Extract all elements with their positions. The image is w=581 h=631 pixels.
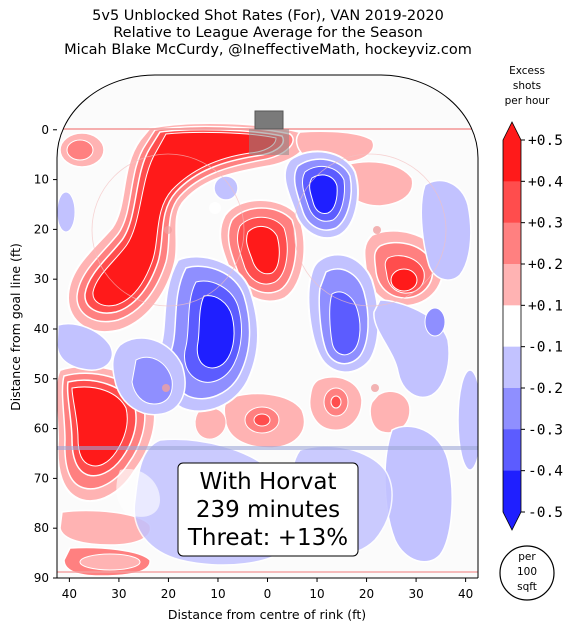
x-tick-label: 30 [408,587,423,601]
annotation-minutes: 239 minutes [196,497,340,523]
cold-zone-upper-right [284,150,359,240]
unit-badge-circle [499,545,555,601]
colorbar-band [503,140,521,182]
x-tick-label: 40 [458,587,473,601]
annotation-frame [177,462,359,557]
title-line-2: Relative to League Average for the Seaso… [113,25,423,41]
annotation-threat: Threat: +13% [187,525,348,551]
colorbar-labels: +0.5 +0.4 +0.3 +0.2 +0.1 -0.1 -0.2 -0.3 -0.4 -0.5 [521,133,563,521]
colorbar-label: -0.1 [528,340,563,356]
colorbar-bands [502,121,522,531]
y-tick-label: 30 [34,272,49,286]
goal-net [254,110,284,130]
y-axis-label: Distance from goal line (ft) [8,243,23,411]
colorbar-label: -0.2 [528,381,563,397]
x-tick-label: 0 [264,587,272,601]
colorbar-band [503,429,521,472]
colorbar-label: +0.5 [528,133,563,149]
annotation-box: With Horvat 239 minutes Threat: +13% [177,462,359,557]
y-tick-label: 70 [34,471,49,485]
y-tick-label: 80 [34,521,49,535]
colorbar-label: +0.2 [528,257,563,273]
cold-spot-upper [209,175,239,214]
x-tick-label: 10 [210,587,225,601]
title-line-3: Micah Blake McCurdy, @IneffectiveMath, h… [64,42,472,58]
y-tick-label: 60 [34,422,49,436]
chart-title: 5v5 Unblocked Shot Rates (For), VAN 2019… [0,8,536,59]
hot-zone-upper-left [66,122,308,334]
colorbar-band [503,388,521,430]
colorbar-band [503,264,521,306]
y-tick-label: 90 [34,571,49,585]
title-line-1: 5v5 Unblocked Shot Rates (For), VAN 2019… [92,8,444,24]
colorbar-header-line-2: shots [513,80,541,92]
cold-zone-left-edge [57,191,114,371]
colorbar-band [503,181,521,224]
cold-zone-center [155,255,259,413]
colorbar-label: +0.1 [528,298,563,314]
x-tick-label: 30 [111,587,126,601]
colorbar: Excess shots per hour +0.5+0.4+0.3+0.2+0… [502,65,563,531]
unit-badge-line-2: 100 [517,566,537,578]
hot-zone-top-left-corner [59,132,105,168]
y-tick-label: 20 [34,222,49,236]
x-tick-label: 20 [359,587,374,601]
annotation-player: With Horvat [199,469,336,495]
colorbar-label: -0.5 [528,505,563,521]
warm-zone-lower-center [194,376,411,449]
x-tick-label: 10 [309,587,324,601]
unit-badge-line-1: per [518,551,536,563]
colorbar-label: -0.3 [528,422,563,438]
warm-zone-bottom-left [59,509,152,577]
x-tick-label: 40 [62,587,77,601]
colorbar-header-line-3: per hour [505,95,551,107]
colorbar-band [503,222,521,265]
cold-zone-center-low [112,337,186,416]
y-tick-label: 0 [41,123,49,137]
goal-crease [249,129,289,155]
colorbar-extend-bottom [503,512,521,530]
colorbar-band [503,305,521,348]
colorbar-band [503,470,521,513]
cold-zone-right [307,253,380,374]
colorbar-label: +0.4 [528,174,563,190]
colorbar-extend-top [503,122,521,140]
colorbar-label: -0.4 [528,464,563,480]
x-axis-ticks: 40 30 20 10 0 10 20 30 40 [62,578,473,601]
rink-markings [57,128,478,573]
y-tick-label: 50 [34,372,49,386]
y-tick-label: 40 [34,322,49,336]
colorbar-header-line-1: Excess [509,65,545,77]
x-axis-label: Distance from centre of rink (ft) [168,607,366,622]
rink-boards [56,74,479,578]
cold-zone-far-right [373,179,478,563]
x-tick-label: 20 [161,587,176,601]
y-axis-ticks: 0 10 20 30 40 50 60 70 80 90 [34,123,57,585]
unit-badge: per 100 sqft [499,545,555,601]
colorbar-band [503,346,521,389]
colorbar-label: +0.3 [528,216,563,232]
unit-badge-line-3: sqft [517,581,537,593]
hot-zone-slot [219,199,306,303]
y-tick-label: 10 [34,173,49,187]
